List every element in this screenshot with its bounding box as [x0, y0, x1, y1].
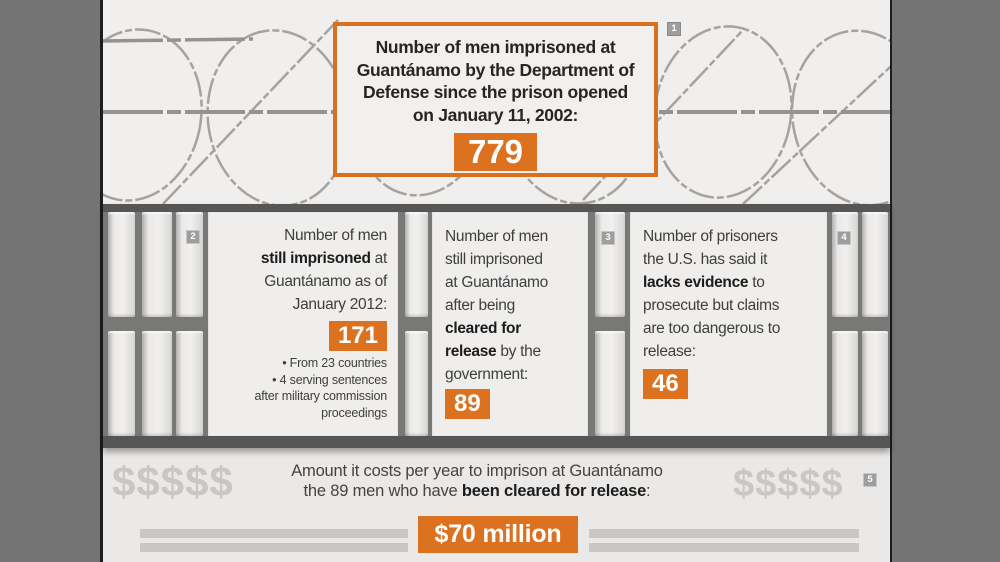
cleared-for-release-value: 89 [445, 389, 490, 419]
card-cleared-for-release-text: Number of men still imprisoned at Guantána… [445, 228, 548, 383]
prison-bar [595, 331, 625, 436]
prison-bar-column [405, 212, 428, 436]
prison-bar [862, 212, 888, 317]
prison-bar [832, 212, 858, 317]
marker-2: 2 [186, 230, 200, 244]
prison-bar [595, 212, 625, 317]
prison-bar [108, 212, 135, 317]
prison-bar-column [862, 212, 888, 436]
prison-bar [862, 331, 888, 436]
marker-5: 5 [863, 473, 877, 487]
prison-bar-column [176, 212, 203, 436]
still-imprisoned-value: 171 [328, 321, 387, 351]
cells-section: Number of men still imprisoned at Guantána… [103, 204, 890, 448]
cost-text: Amount it costs per year to imprison at … [291, 462, 663, 500]
prison-bar [405, 212, 428, 317]
headline-text: Number of men imprisoned at Guantánamo by… [356, 37, 635, 125]
total-imprisoned-value: 779 [453, 133, 538, 171]
cells-band: Number of men still imprisoned at Guantána… [103, 212, 890, 436]
decorative-stripe [589, 543, 859, 552]
marker-4: 4 [837, 231, 851, 245]
decorative-stripe [140, 529, 408, 538]
card-lacks-evidence-text: Number of prisoners the U.S. has said it l… [643, 228, 781, 360]
dollar-signs-right: $$$$$ [733, 463, 844, 505]
marker-3: 3 [601, 231, 615, 245]
prison-bar [405, 331, 428, 436]
card-still-imprisoned-bullets: • From 23 countries • 4 serving sentences… [254, 356, 387, 420]
prison-bar-column [142, 212, 172, 436]
top-section: Number of men imprisoned at Guantánamo by… [103, 0, 890, 204]
dollar-signs-left: $$$$$ [112, 458, 234, 505]
infographic-panel: Number of men imprisoned at Guantánamo by… [100, 0, 892, 562]
card-lacks-evidence: Number of prisoners the U.S. has said it l… [630, 212, 827, 436]
decorative-stripe [589, 529, 859, 538]
prison-bar [176, 212, 203, 317]
card-still-imprisoned: Number of men still imprisoned at Guantána… [208, 212, 398, 436]
prison-bar [142, 331, 172, 436]
prison-bar-column [108, 212, 135, 436]
prison-bar [108, 331, 135, 436]
card-cleared-for-release: Number of men still imprisoned at Guantána… [432, 212, 588, 436]
prison-bar [142, 212, 172, 317]
prison-bar [176, 331, 203, 436]
annual-cost-value: $70 million [418, 516, 578, 553]
prison-bar-column [595, 212, 625, 436]
decorative-stripe [140, 543, 408, 552]
prison-bar-column [832, 212, 858, 436]
cost-section: $$$$$ $$$$$ 5 Amount it costs per year t… [103, 448, 890, 562]
card-still-imprisoned-text: Number of men still imprisoned at Guantána… [260, 227, 387, 313]
headline-box: Number of men imprisoned at Guantánamo by… [333, 22, 658, 177]
marker-1: 1 [667, 22, 681, 36]
lacks-evidence-value: 46 [643, 369, 688, 399]
prison-bar [832, 331, 858, 436]
